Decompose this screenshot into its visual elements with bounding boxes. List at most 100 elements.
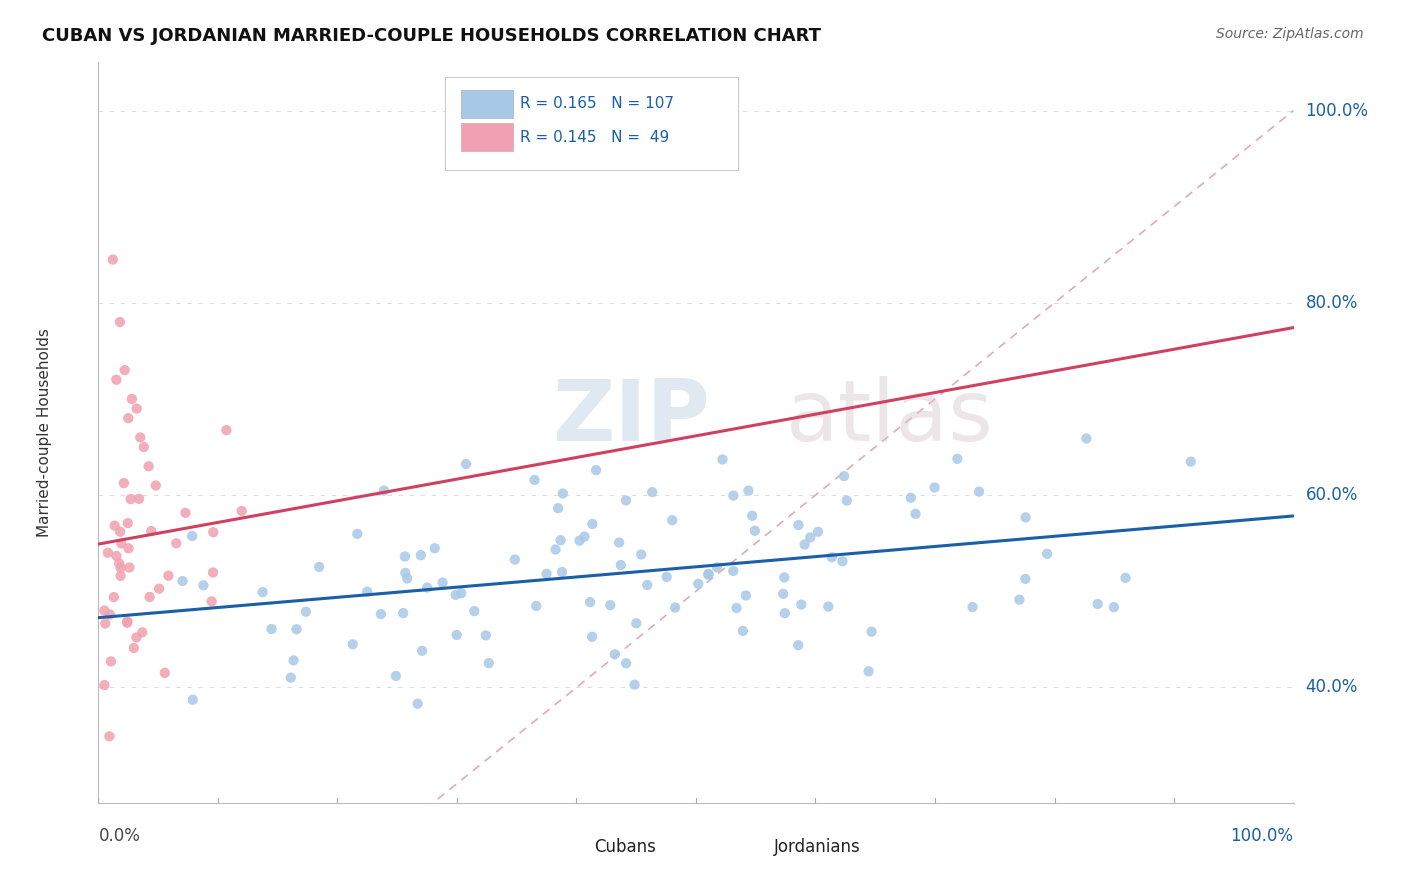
Text: Jordanians: Jordanians [773, 838, 860, 856]
Point [603, 648, 626, 662]
Point [172, 574, 194, 588]
Point [385, 669, 408, 683]
Point [641, 485, 664, 500]
Point [117, 516, 139, 530]
Point [280, 671, 302, 685]
Text: 40.0%: 40.0% [1306, 679, 1358, 697]
Point [744, 524, 766, 538]
Point [411, 644, 433, 658]
Point [93, 603, 115, 617]
Point [579, 595, 602, 609]
Point [799, 530, 821, 544]
Point [444, 588, 467, 602]
Point [346, 527, 368, 541]
Point [1014, 572, 1036, 586]
Point [664, 600, 686, 615]
Point [131, 625, 153, 640]
Point [787, 518, 810, 533]
Point [967, 484, 990, 499]
Point [475, 628, 498, 642]
Text: 100.0%: 100.0% [1230, 827, 1294, 845]
Point [636, 578, 658, 592]
Point [446, 628, 468, 642]
Point [697, 567, 720, 582]
Point [793, 537, 815, 551]
Point [1180, 455, 1202, 469]
Point [463, 604, 485, 618]
FancyBboxPatch shape [538, 835, 591, 860]
Point [121, 392, 143, 406]
Text: Source: ZipAtlas.com: Source: ZipAtlas.com [1216, 27, 1364, 41]
FancyBboxPatch shape [461, 123, 513, 152]
Point [138, 459, 160, 474]
Point [706, 560, 728, 574]
Point [110, 569, 132, 583]
Point [108, 315, 131, 329]
Point [1114, 571, 1136, 585]
Point [962, 600, 984, 615]
Point [153, 665, 176, 680]
Point [432, 575, 454, 590]
Point [688, 576, 710, 591]
Point [858, 665, 880, 679]
Point [373, 483, 395, 498]
Point [101, 252, 124, 267]
Point [105, 373, 128, 387]
Point [790, 598, 813, 612]
Point [120, 492, 142, 507]
Point [478, 656, 501, 670]
Text: Married-couple Households: Married-couple Households [37, 328, 52, 537]
Point [737, 483, 759, 498]
Point [98, 607, 121, 622]
Point [202, 566, 225, 580]
Point [626, 616, 648, 631]
Point [574, 530, 596, 544]
FancyBboxPatch shape [446, 78, 738, 169]
Text: Cubans: Cubans [595, 838, 657, 856]
Point [585, 463, 607, 477]
Point [145, 478, 167, 492]
Point [285, 622, 308, 636]
Point [835, 493, 858, 508]
Text: 60.0%: 60.0% [1306, 486, 1358, 504]
Point [110, 561, 132, 575]
Point [416, 581, 439, 595]
Point [807, 524, 830, 539]
Text: atlas: atlas [786, 376, 994, 459]
Point [125, 631, 148, 645]
Point [117, 411, 139, 425]
Point [610, 558, 633, 572]
Point [356, 584, 378, 599]
Point [581, 516, 603, 531]
Point [394, 549, 416, 564]
Point [773, 606, 796, 620]
Point [181, 692, 204, 706]
Point [132, 440, 155, 454]
Point [138, 590, 160, 604]
Text: R = 0.145   N =  49: R = 0.145 N = 49 [520, 129, 669, 145]
Point [165, 536, 187, 550]
Point [122, 640, 145, 655]
Point [128, 491, 150, 506]
Point [817, 599, 839, 614]
Point [118, 560, 141, 574]
Point [924, 480, 946, 494]
Point [550, 533, 572, 548]
Point [900, 491, 922, 505]
Point [551, 486, 574, 500]
Point [946, 451, 969, 466]
Point [117, 615, 139, 629]
Point [523, 473, 546, 487]
Point [181, 529, 204, 543]
Point [772, 587, 794, 601]
Point [129, 430, 152, 444]
Point [201, 594, 224, 608]
Point [725, 601, 748, 615]
Point [630, 548, 652, 562]
Point [114, 363, 136, 377]
Point [295, 605, 318, 619]
Point [787, 638, 810, 652]
Point [821, 550, 844, 565]
Point [1036, 547, 1059, 561]
Point [260, 622, 283, 636]
